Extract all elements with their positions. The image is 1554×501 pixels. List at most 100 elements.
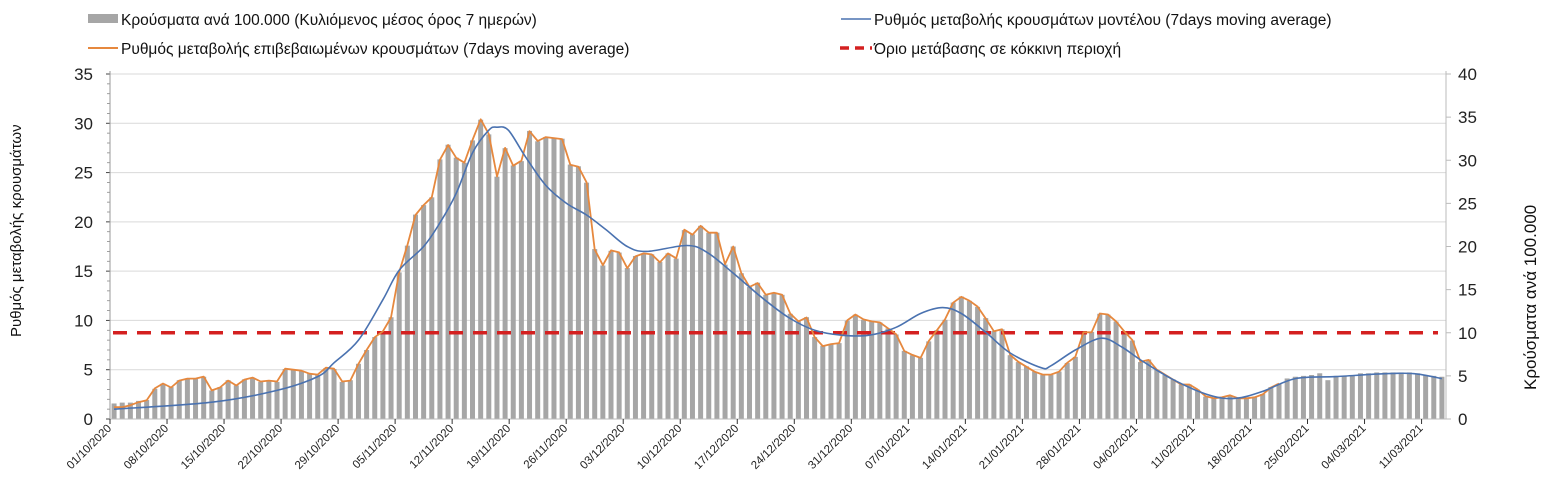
bar [1284, 378, 1290, 419]
bar [649, 254, 655, 419]
bar [1178, 384, 1184, 419]
bar [1406, 372, 1412, 419]
bar [893, 334, 899, 419]
bar [763, 294, 769, 419]
right-axis-title: Κρούσματα ανά 100.000 [1521, 205, 1540, 390]
bar [575, 166, 581, 419]
bar [722, 264, 728, 419]
gridlines [110, 73, 1446, 371]
bar [1252, 397, 1258, 419]
bar [160, 383, 166, 419]
bar [290, 369, 296, 419]
bar [1398, 372, 1404, 419]
bar [934, 330, 940, 419]
bar [1007, 355, 1013, 419]
left-tick-label: 20 [74, 213, 93, 232]
legend-label-model: Ρυθμός μεταβολής κρουσμάτων μοντέλου (7d… [874, 12, 1332, 29]
bar [331, 368, 337, 419]
bar [616, 252, 622, 419]
legend: Κρούσματα ανά 100.000 (Κυλιόμενος μέσος … [88, 12, 1332, 58]
bar [1121, 331, 1127, 419]
bar [641, 253, 647, 419]
bar [551, 137, 557, 419]
x-tick-label: 26/11/2020 [522, 423, 571, 472]
x-tick-label: 31/12/2020 [806, 423, 855, 472]
x-tick-label: 08/10/2020 [122, 423, 171, 472]
bar [1105, 314, 1111, 419]
bar [193, 378, 199, 419]
legend-swatch-bars [88, 14, 118, 23]
right-tick-label: 30 [1458, 151, 1477, 170]
confirmed-rate-line [114, 118, 1280, 409]
bar [1032, 371, 1038, 419]
bar [983, 318, 989, 419]
bar [804, 317, 810, 419]
bar [958, 296, 964, 419]
x-tick-label: 04/03/2021 [1319, 423, 1368, 472]
bar [1023, 366, 1029, 419]
bar [1333, 375, 1339, 419]
right-tick-label: 25 [1458, 194, 1477, 213]
bar [755, 282, 761, 419]
model-rate-line [114, 126, 1443, 410]
x-tick-label: 05/11/2020 [351, 423, 400, 472]
bar [1195, 389, 1201, 419]
bar [372, 337, 378, 419]
bar [1276, 383, 1282, 419]
x-tick-label: 10/12/2020 [635, 423, 684, 472]
bar [111, 403, 117, 419]
right-tick-label: 35 [1458, 108, 1477, 127]
bar [673, 258, 679, 419]
bar [1423, 375, 1429, 419]
bar [1146, 359, 1152, 419]
bar [1154, 369, 1160, 419]
bar [233, 385, 239, 419]
bar [445, 144, 451, 419]
bar [1015, 362, 1021, 419]
bar [461, 162, 467, 419]
right-tick-label: 20 [1458, 238, 1477, 257]
bar [950, 302, 956, 419]
left-tick-label: 5 [84, 361, 93, 380]
bar [1227, 395, 1233, 419]
x-tick-label: 11/02/2021 [1149, 423, 1198, 472]
bar [624, 268, 630, 419]
bar [1048, 375, 1054, 419]
bar [1325, 380, 1331, 419]
bar [527, 130, 533, 420]
bar [1235, 398, 1241, 419]
bar [706, 232, 712, 419]
bar [1040, 375, 1046, 419]
bar [1317, 373, 1323, 419]
bar [282, 368, 288, 419]
bar [877, 322, 883, 419]
bar [168, 387, 174, 419]
x-tick-label: 11/03/2021 [1377, 423, 1426, 472]
bar [323, 368, 329, 419]
x-tick-label: 28/01/2021 [1034, 423, 1083, 472]
bar [657, 262, 663, 419]
legend-label-confirmed: Ρυθμός μεταβολής επιβεβαιωμένων κρουσμάτ… [121, 41, 629, 58]
bar [730, 246, 736, 419]
left-tick-label: 30 [74, 114, 93, 133]
bar [1080, 331, 1086, 419]
bar [502, 148, 508, 420]
bar [1170, 379, 1176, 419]
bar [812, 337, 818, 419]
bar [241, 379, 247, 419]
bar [1113, 321, 1119, 419]
bar [1382, 372, 1388, 419]
bar [771, 293, 777, 419]
bar [315, 375, 321, 419]
bar [844, 320, 850, 419]
line-series [114, 118, 1443, 410]
bar [1439, 376, 1445, 419]
bar [1341, 375, 1347, 419]
bar [828, 343, 834, 419]
bar [795, 321, 801, 419]
x-tick-label: 15/10/2020 [179, 423, 228, 472]
bar [632, 255, 638, 419]
x-tick-label: 04/02/2021 [1091, 423, 1140, 472]
bar [820, 345, 826, 419]
